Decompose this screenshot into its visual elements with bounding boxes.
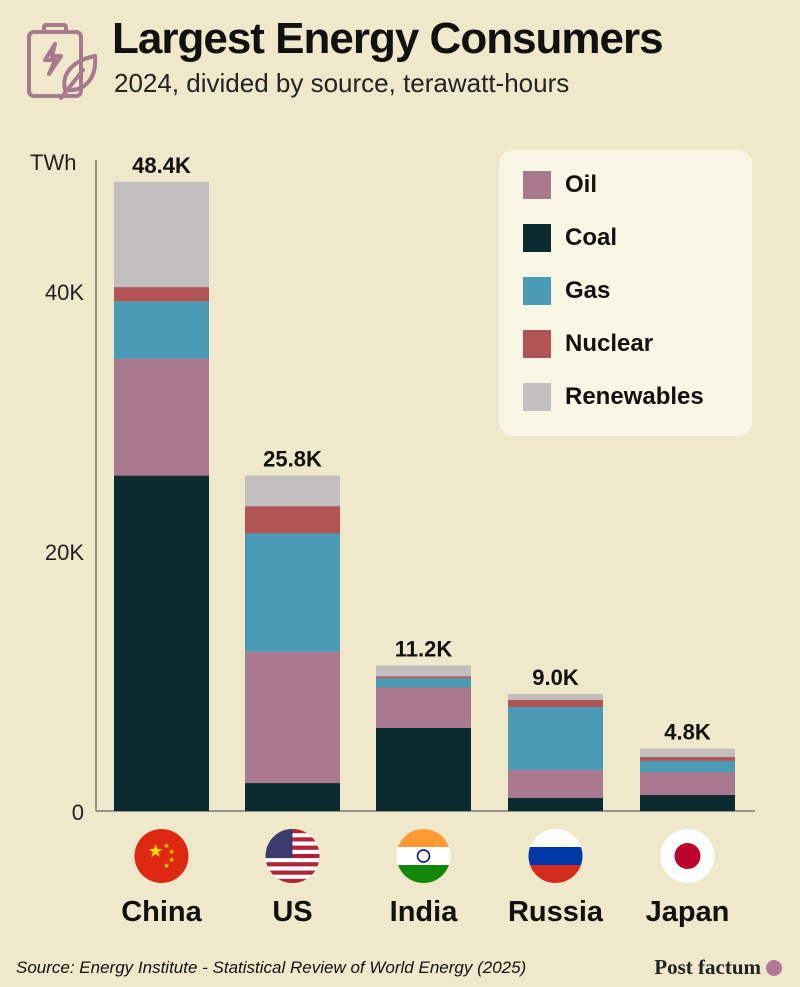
svg-text:★: ★ [164, 862, 170, 870]
bar-segment-nuclear [376, 676, 471, 679]
total-label: 48.4K [132, 153, 191, 178]
bar-segment-coal [376, 727, 471, 811]
y-tick-label: 40K [45, 280, 84, 305]
bar-segment-renewables [508, 694, 603, 700]
legend-item-renewables: Renewables [523, 383, 704, 411]
bar-segment-gas [245, 533, 340, 652]
svg-text:★: ★ [169, 856, 175, 864]
bar-segment-renewables [245, 475, 340, 507]
legend-swatch [523, 277, 551, 305]
bar-segment-coal [114, 475, 209, 811]
bar-segment-gas [114, 301, 209, 359]
bar-segment-renewables [114, 181, 209, 288]
total-label: 11.2K [395, 636, 453, 661]
x-tick-label: Russia [508, 896, 604, 928]
y-tick-label: 20K [45, 540, 84, 565]
x-tick-label: US [272, 896, 312, 928]
legend-item-oil: Oil [523, 171, 597, 199]
bar-segment-renewables [376, 665, 471, 677]
japan-flag-icon [660, 829, 715, 883]
bar-segment-coal [640, 795, 735, 811]
x-tick-label: China [121, 896, 202, 928]
legend-label: Coal [565, 224, 618, 251]
svg-text:★: ★ [164, 842, 170, 850]
source-note: Source: Energy Institute - Statistical R… [16, 958, 527, 977]
bar-segment-nuclear [640, 757, 735, 761]
bar-segment-gas [640, 760, 735, 772]
x-tick-label: India [390, 896, 459, 928]
bar-segment-nuclear [508, 699, 603, 707]
bar-segment-coal [245, 783, 340, 811]
bar-segment-oil [245, 651, 340, 784]
bar-segment-renewables [640, 748, 735, 758]
total-label: 4.8K [664, 720, 711, 745]
bar-segment-nuclear [114, 287, 209, 302]
brand-mark-icon [766, 960, 782, 976]
chart-title: Largest Energy Consumers [112, 14, 664, 63]
total-label: 9.0K [532, 665, 579, 690]
legend-item-coal: Coal [523, 224, 617, 252]
legend-label: Gas [565, 277, 611, 304]
total-label: 25.8K [263, 447, 322, 472]
bar-segment-coal [508, 798, 603, 811]
brand-logo: Post factum [654, 955, 782, 980]
legend-swatch [523, 330, 551, 358]
bar-segment-oil [508, 770, 603, 798]
y-tick-label: 0 [72, 800, 84, 825]
legend-swatch [523, 383, 551, 411]
svg-text:★: ★ [148, 841, 164, 861]
legend-swatch [523, 171, 551, 199]
legend-item-gas: Gas [523, 277, 610, 305]
legend-swatch [523, 224, 551, 252]
svg-text:★: ★ [169, 848, 175, 856]
brand-name: Post factum [654, 955, 761, 979]
chart-subtitle: 2024, divided by source, terawatt-hours [114, 68, 570, 98]
china-flag-icon: ★ ★★★★ [134, 829, 189, 883]
india-flag-icon [396, 829, 451, 883]
y-axis-label: TWh [30, 150, 76, 175]
legend-label: Oil [565, 171, 598, 198]
bar-segment-oil [376, 687, 471, 728]
x-tick-label: Japan [646, 896, 730, 928]
bar-segment-oil [640, 772, 735, 796]
bar-segment-gas [376, 678, 471, 688]
bar-segment-gas [508, 707, 603, 771]
legend: Oil Coal Gas Nuclear Renewables [499, 150, 752, 436]
legend-label: Renewables [565, 383, 704, 410]
bar-segment-nuclear [245, 506, 340, 534]
legend-label: Nuclear [565, 330, 654, 357]
legend-item-nuclear: Nuclear [523, 330, 653, 358]
russia-flag-icon [528, 829, 583, 883]
battery-leaf-icon [25, 22, 100, 107]
us-flag-icon [265, 829, 320, 883]
bar-segment-oil [114, 358, 209, 476]
